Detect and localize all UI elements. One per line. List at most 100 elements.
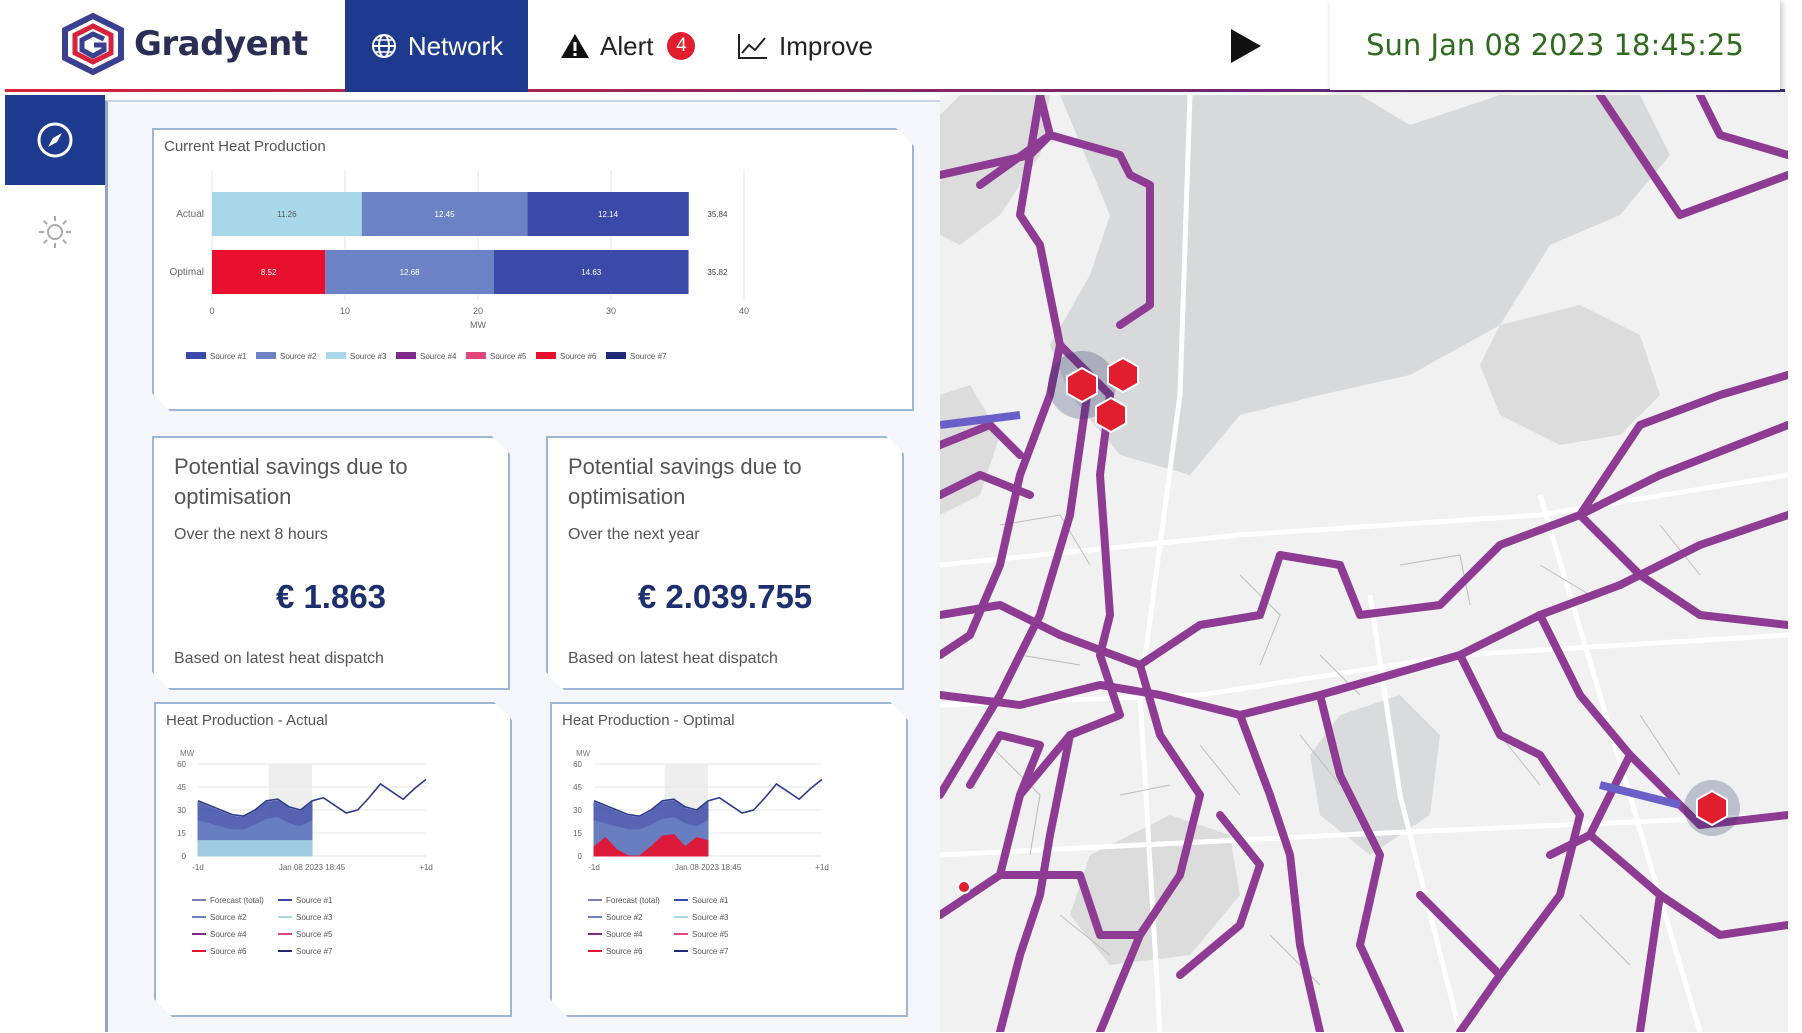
savings-value: € 2.039.755: [637, 578, 813, 615]
legend-label: Source #4: [420, 352, 457, 361]
x-tick-label: 40: [739, 306, 749, 316]
heat-source-marker[interactable]: [1048, 351, 1116, 419]
legend-label: Source #6: [560, 352, 597, 361]
savings-subtitle: Over the next 8 hours: [174, 526, 328, 543]
tab-network-label: Network: [407, 30, 504, 61]
y-axis-label: MW: [576, 749, 591, 758]
legend-label: Source #5: [296, 930, 333, 939]
tab-alert[interactable]: Alert 4: [560, 0, 696, 92]
map-water: [1050, 95, 1670, 475]
map-roads: [940, 95, 1788, 1032]
legend-label: Source #3: [692, 913, 729, 922]
legend-swatch: [256, 352, 276, 359]
savings-subtitle: Over the next year: [568, 526, 700, 543]
card-title: Current Heat Production: [164, 138, 326, 155]
compass-icon: [37, 122, 73, 158]
bar-value-label: 12.45: [435, 210, 456, 219]
legend-swatch: [466, 352, 486, 359]
heat-source-marker[interactable]: [1095, 396, 1127, 434]
savings-title: Potential savings due to optimisation: [568, 454, 802, 509]
tab-improve-label: Improve: [779, 30, 873, 61]
y-tick-label: 30: [177, 806, 186, 815]
legend-label: Source #1: [210, 352, 247, 361]
bar-total-label: 35.82: [707, 268, 728, 277]
legend-label: Source #3: [296, 913, 333, 922]
network-node-marker[interactable]: [957, 880, 971, 894]
x-tick-label: Jan 08 2023 18:45: [675, 863, 742, 872]
y-tick-label: 45: [177, 783, 186, 792]
legend-label: Forecast (total): [606, 896, 660, 905]
x-tick-label: 20: [473, 306, 483, 316]
bar-segment: [494, 250, 689, 294]
legend-label: Source #7: [296, 947, 333, 956]
savings-value: € 1.863: [275, 578, 387, 615]
legend-label: Source #5: [490, 352, 527, 361]
legend-label: Source #7: [630, 352, 667, 361]
legend-swatch: [396, 352, 416, 359]
heat-production-actual-chart: MW 60 45 30 15 0 -1d Jan 08 2023 18:45 +1d Foreca…: [156, 704, 510, 1015]
map-minor-roads: [989, 514, 1701, 986]
area-series: [594, 835, 708, 856]
alert-count-badge: 4: [667, 32, 696, 60]
bar-value-label: 14.63: [581, 268, 602, 277]
map-water: [1480, 305, 1660, 445]
legend-swatch: [536, 352, 556, 359]
card-title: Heat Production - Optimal: [562, 712, 735, 729]
savings-note: Based on latest heat dispatch: [174, 650, 384, 667]
current-datetime: Sun Jan 08 2023 18:45:25: [1330, 0, 1780, 90]
bar-total-label: 35.84: [707, 210, 728, 219]
heat-production-optimal-card: Heat Production - Optimal MW 60 45 30 15 0 -1d…: [550, 702, 908, 1017]
gradyent-logo-icon: [62, 13, 124, 75]
legend-label: Source #2: [606, 913, 643, 922]
play-icon[interactable]: [1225, 26, 1265, 66]
dashboard-panel: Current Heat Production 0 10 20 30 40 MW Actua…: [105, 100, 940, 1032]
legend-label: Source #4: [210, 930, 247, 939]
sidebar-item-network-view[interactable]: [5, 95, 105, 185]
legend-label: Source #2: [210, 913, 247, 922]
legend-label: Source #6: [210, 947, 247, 956]
category-label: Actual: [176, 209, 204, 220]
bar-segment: [212, 192, 362, 236]
x-tick-label: +1d: [419, 863, 433, 872]
x-axis-label: MW: [470, 320, 486, 330]
x-tick-label: 30: [606, 306, 616, 316]
savings-title: Potential savings due to optimisation: [174, 454, 408, 509]
map-canvas[interactable]: [940, 95, 1788, 1032]
tab-network[interactable]: Network: [345, 0, 528, 92]
legend-label: Source #1: [296, 896, 333, 905]
feeder-lines: [940, 411, 1681, 809]
legend-label: Source #5: [692, 930, 729, 939]
legend-label: Source #4: [606, 930, 643, 939]
bar-value-label: 8.52: [261, 268, 277, 277]
current-heat-bar-chart: 0 10 20 30 40 MW Actual 11.26 12.45 12.14 35.84 Opt…: [154, 130, 912, 409]
heat-production-actual-card: Heat Production - Actual MW 60 45 30 15 0 -1d J…: [154, 702, 512, 1017]
x-tick-label: -1d: [192, 863, 204, 872]
globe-icon: [371, 34, 396, 58]
legend-label: Forecast (total): [210, 896, 264, 905]
legend-label: Source #3: [350, 352, 387, 361]
forecast-line: [594, 779, 822, 816]
y-tick-label: 45: [573, 783, 582, 792]
legend-label: Source #2: [280, 352, 317, 361]
legend-swatch: [186, 352, 206, 359]
heat-source-marker[interactable]: [1684, 780, 1740, 836]
bar-segment: [325, 250, 494, 294]
tab-alert-label: Alert: [600, 30, 654, 61]
gradyent-logo[interactable]: Gradyent: [60, 8, 308, 80]
y-axis-label: MW: [180, 749, 195, 758]
sun-settings-icon: [39, 216, 71, 248]
tab-improve[interactable]: Improve: [737, 0, 873, 92]
bar-value-label: 12.68: [400, 268, 421, 277]
map-water: [1070, 815, 1240, 965]
sidebar-item-settings[interactable]: [5, 207, 105, 257]
network-map[interactable]: [940, 95, 1788, 1032]
bar-segment: [527, 192, 688, 236]
sidebar: [5, 95, 105, 1030]
bar-segment: [212, 250, 325, 294]
current-heat-production-card: Current Heat Production 0 10 20 30 40 MW Actua…: [152, 128, 914, 411]
x-tick-label: +1d: [815, 863, 829, 872]
bar-segment: [362, 192, 528, 236]
heat-source-marker[interactable]: [1107, 356, 1139, 394]
x-tick-label: Jan 08 2023 18:45: [279, 863, 346, 872]
legend-label: Source #7: [692, 947, 729, 956]
